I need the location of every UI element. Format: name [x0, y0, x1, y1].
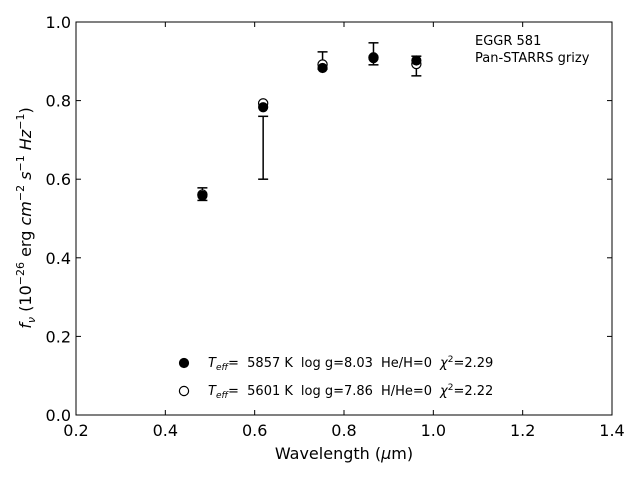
x-tick-label: 1.0: [421, 421, 446, 440]
model-point-filled: [411, 55, 422, 66]
y-tick-label: 0.4: [46, 249, 71, 268]
axis-ticks: 0.2 0.4 0.6 0.8 1.0 1.2 1.40.00.20.40.60.81.0: [46, 13, 625, 440]
model-point-filled: [197, 190, 208, 201]
x-tick-label: 0.4: [153, 421, 178, 440]
x-tick-label: 0.2: [63, 421, 88, 440]
x-tick-label: 0.8: [331, 421, 356, 440]
annotation-star-name: EGGR 581: [475, 34, 541, 49]
x-tick-label: 1.2: [510, 421, 535, 440]
x-tick-label: 0.6: [242, 421, 267, 440]
errorbar: [258, 115, 269, 180]
annotation-survey: Pan-STARRS grizy: [475, 51, 590, 66]
data-marks: [197, 42, 422, 202]
y-tick-label: 0.2: [46, 327, 71, 346]
y-axis-label: fν (10−26 erg cm−2 s−1 Hz−1): [14, 107, 38, 328]
legend-marker-open: [178, 385, 190, 397]
x-tick-label: 1.4: [599, 421, 624, 440]
y-tick-label: 0.6: [46, 170, 71, 189]
model-point-filled: [368, 53, 379, 64]
y-tick-label: 1.0: [46, 13, 71, 32]
model-point-filled: [258, 102, 269, 113]
legend-marker-filled: [178, 357, 190, 369]
y-tick-label: 0.0: [46, 406, 71, 425]
model-point-filled: [317, 62, 328, 74]
y-tick-label: 0.8: [46, 92, 71, 111]
x-axis-label: Wavelength (μm): [275, 444, 413, 463]
